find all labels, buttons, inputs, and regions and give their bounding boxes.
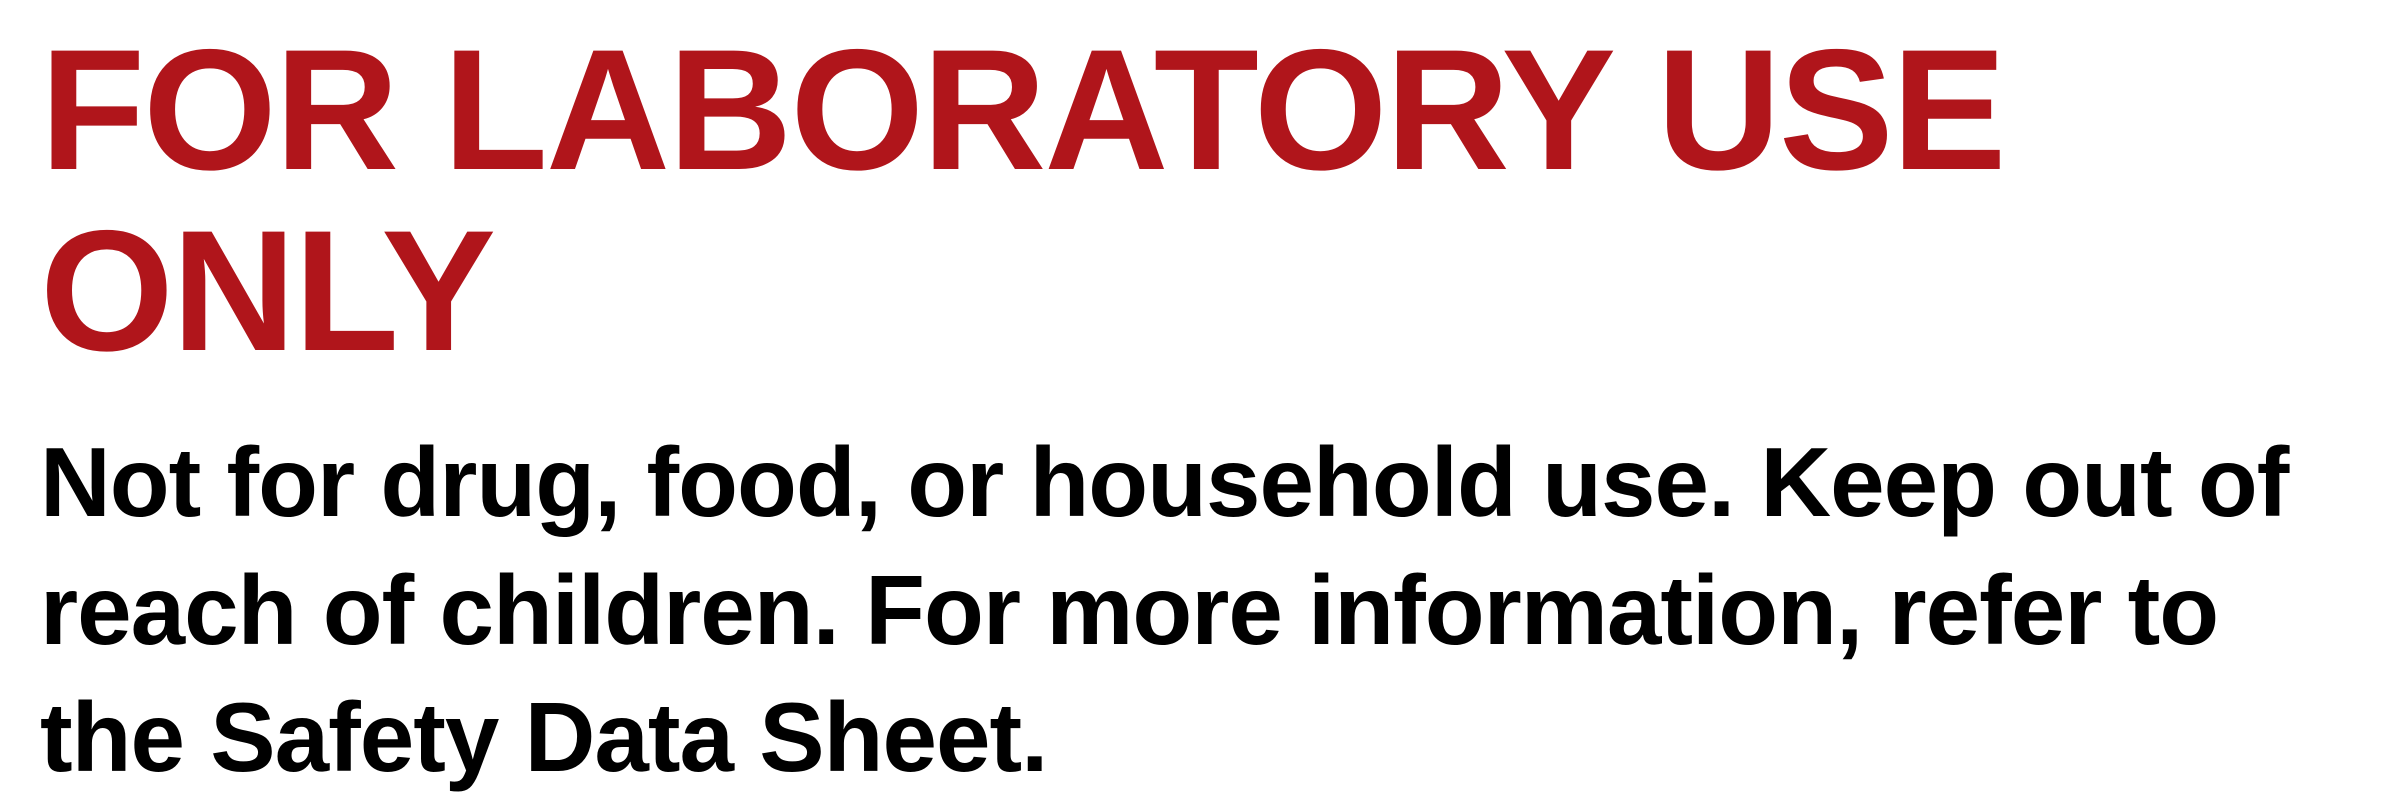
warning-body-text: Not for drug, food, or household use. Ke…	[40, 419, 2360, 801]
warning-heading: FOR LABORATORY USE ONLY	[40, 20, 2360, 381]
